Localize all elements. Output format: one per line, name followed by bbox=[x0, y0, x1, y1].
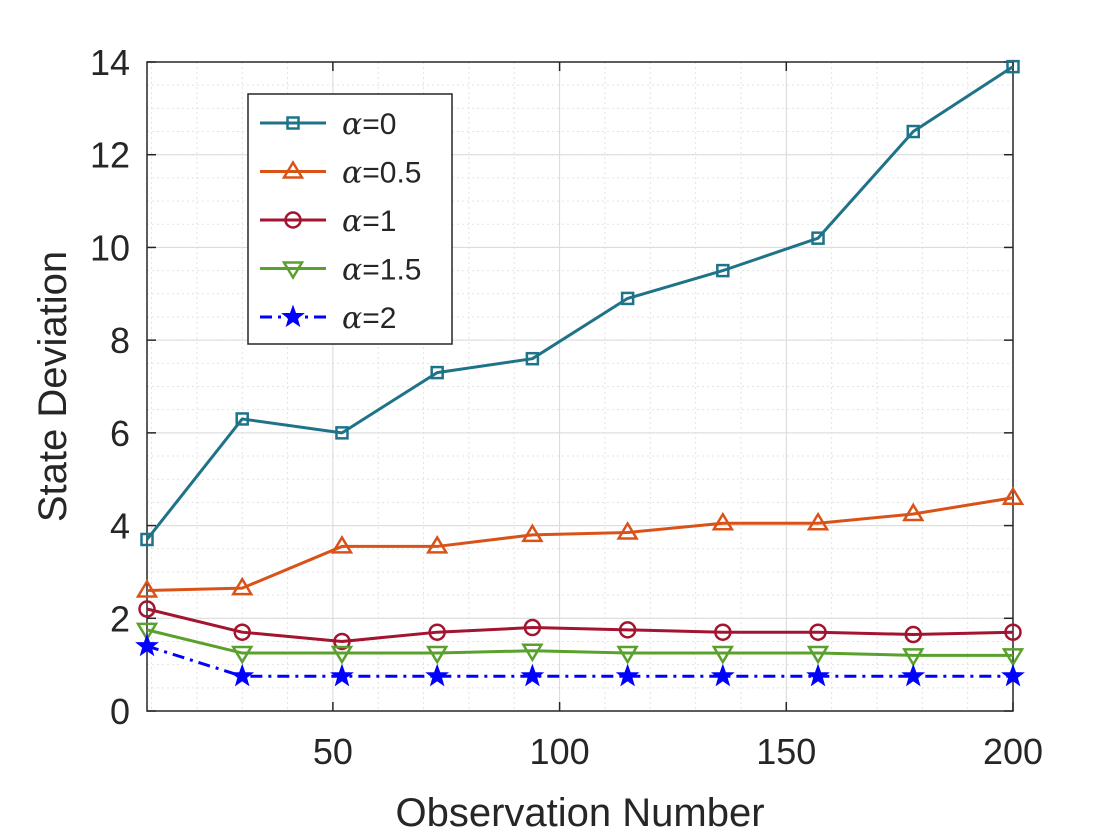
x-tick-label: 200 bbox=[983, 731, 1043, 772]
legend-marker bbox=[286, 116, 300, 130]
data-point bbox=[1004, 623, 1022, 641]
data-point bbox=[230, 663, 255, 687]
data-point bbox=[525, 351, 540, 366]
series-2 bbox=[138, 600, 1022, 651]
data-point bbox=[714, 623, 732, 641]
data-point bbox=[711, 511, 735, 531]
y-tick-label: 12 bbox=[90, 135, 130, 176]
legend-item: α=0 bbox=[260, 107, 396, 142]
y-axis-label: State Deviation bbox=[31, 251, 75, 522]
x-tick-label: 150 bbox=[756, 731, 816, 772]
legend-label: α=0 bbox=[342, 107, 396, 142]
legend-marker bbox=[284, 211, 302, 229]
x-tick-label: 50 bbox=[313, 731, 353, 772]
data-series bbox=[135, 59, 1025, 687]
legend-label: α=1 bbox=[342, 204, 396, 239]
y-tick-label: 0 bbox=[110, 691, 130, 732]
plot-frame bbox=[146, 61, 1014, 712]
data-point bbox=[425, 535, 449, 554]
axis-ticks: 50 100 150 200 0 2 4 6 8 10 12 14 bbox=[90, 42, 1043, 772]
series-3 bbox=[135, 622, 1025, 667]
legend: α=0 α=0.5 α=1 α=1.5 α=2 bbox=[247, 93, 453, 345]
data-point bbox=[711, 645, 735, 665]
series-0 bbox=[140, 59, 1020, 547]
series-line bbox=[146, 607, 1014, 643]
data-point bbox=[1001, 486, 1025, 506]
y-tick-label: 6 bbox=[110, 413, 130, 454]
grid bbox=[147, 61, 1014, 712]
data-point bbox=[330, 535, 354, 554]
series-line bbox=[145, 65, 1014, 541]
y-tick-label: 14 bbox=[90, 42, 130, 83]
data-point bbox=[1006, 59, 1020, 74]
data-point bbox=[140, 532, 154, 547]
data-point bbox=[616, 645, 639, 665]
series-1 bbox=[135, 486, 1025, 598]
data-point bbox=[521, 523, 544, 543]
data-point bbox=[710, 663, 735, 687]
data-point bbox=[906, 124, 921, 139]
data-point bbox=[716, 263, 730, 278]
data-point bbox=[809, 623, 827, 641]
data-point bbox=[430, 365, 444, 380]
data-point bbox=[135, 579, 159, 598]
data-point bbox=[902, 648, 925, 667]
data-point bbox=[333, 632, 351, 651]
data-point bbox=[521, 643, 544, 663]
legend-label: α=0.5 bbox=[342, 156, 422, 191]
data-point bbox=[138, 600, 156, 618]
data-point bbox=[902, 502, 925, 522]
data-point bbox=[615, 663, 640, 687]
series-line bbox=[146, 496, 1014, 592]
data-point bbox=[520, 663, 545, 687]
legend-marker bbox=[281, 261, 305, 280]
data-point bbox=[135, 633, 159, 657]
legend-item: α=0.5 bbox=[260, 156, 422, 191]
legend-label: α=1.5 bbox=[342, 253, 422, 288]
data-point bbox=[1001, 648, 1025, 667]
data-point bbox=[806, 511, 830, 531]
data-point bbox=[904, 625, 923, 644]
data-point bbox=[523, 618, 542, 637]
data-point bbox=[616, 521, 639, 540]
data-point bbox=[428, 623, 446, 641]
data-point bbox=[806, 663, 830, 687]
data-point bbox=[618, 621, 637, 639]
series-line bbox=[146, 644, 1013, 678]
x-axis-label: Observation Number bbox=[395, 791, 764, 835]
legend-item: α=2 bbox=[260, 301, 396, 336]
data-point bbox=[235, 412, 249, 426]
data-point bbox=[811, 231, 825, 245]
data-point bbox=[330, 663, 354, 687]
data-point bbox=[806, 645, 830, 665]
legend-label: α=2 bbox=[342, 301, 396, 336]
series-line bbox=[146, 628, 1013, 657]
data-point bbox=[231, 645, 254, 665]
series-4 bbox=[135, 633, 1025, 687]
data-point bbox=[233, 623, 251, 641]
data-point bbox=[425, 663, 450, 687]
data-point bbox=[1001, 663, 1025, 687]
x-tick-label: 100 bbox=[530, 731, 590, 772]
y-tick-label: 2 bbox=[110, 598, 130, 639]
legend-item: α=1.5 bbox=[260, 253, 422, 288]
legend-item: α=1 bbox=[260, 204, 396, 239]
data-point bbox=[335, 426, 349, 440]
y-tick-label: 8 bbox=[110, 320, 130, 361]
data-point bbox=[231, 576, 254, 596]
data-point bbox=[620, 291, 635, 306]
legend-marker bbox=[281, 160, 305, 179]
data-point bbox=[901, 663, 926, 687]
y-tick-label: 4 bbox=[110, 506, 130, 547]
legend-marker bbox=[281, 304, 305, 328]
data-point bbox=[330, 645, 354, 665]
data-point bbox=[425, 645, 449, 665]
y-tick-label: 10 bbox=[90, 227, 130, 268]
data-point bbox=[135, 622, 159, 642]
